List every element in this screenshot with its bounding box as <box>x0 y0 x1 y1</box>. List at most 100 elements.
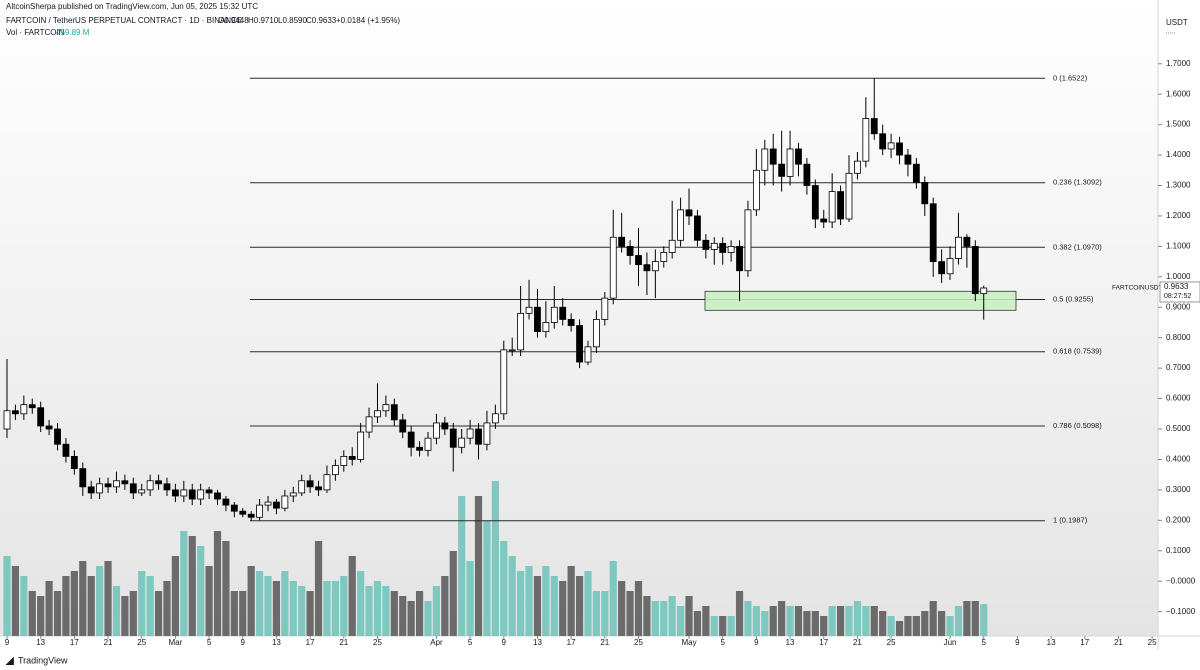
candle-body <box>744 209 752 272</box>
volume-bar <box>735 591 744 636</box>
candle-body <box>955 236 962 259</box>
candle-body <box>702 239 710 250</box>
volume-bar <box>298 586 306 636</box>
x-tick-label: 13 <box>786 638 795 647</box>
volume-bar <box>685 596 693 636</box>
candle-body <box>500 349 508 415</box>
candle-body <box>306 480 314 488</box>
volume-bar <box>474 496 483 636</box>
candle-body <box>542 322 550 333</box>
volume-bar <box>458 496 466 636</box>
candle-body <box>820 218 828 223</box>
candle-body <box>778 163 786 177</box>
x-tick-label: Mar <box>169 638 183 647</box>
candle-body <box>20 404 28 415</box>
volume-bar <box>180 531 188 636</box>
volume-name: Vol · FARTCOIN <box>6 28 65 37</box>
candle-body <box>113 480 120 488</box>
volume-bar <box>138 571 146 636</box>
candle-body <box>584 346 592 363</box>
candle-body <box>769 148 777 165</box>
y-tick-label: −0.0000 <box>1166 576 1196 585</box>
candle-body <box>239 510 247 515</box>
volume-bar <box>239 591 247 636</box>
candle-body <box>146 480 154 491</box>
candle-body <box>289 492 297 497</box>
candle-body <box>559 306 567 320</box>
candle-body <box>508 349 516 352</box>
y-tick-label: 1.4000 <box>1166 150 1191 159</box>
candle-body <box>929 203 937 262</box>
candle-body <box>12 410 19 415</box>
x-tick-label: 25 <box>887 638 896 647</box>
volume-bar <box>618 581 626 636</box>
volume-bar <box>836 606 845 636</box>
volume-bar <box>197 546 205 636</box>
candle-body <box>475 428 482 445</box>
candle-body <box>643 264 651 272</box>
candle-body <box>803 163 811 186</box>
volume-bar <box>769 606 777 636</box>
candle-body <box>433 422 440 439</box>
volume-bar <box>677 606 685 636</box>
candle-body <box>786 148 794 177</box>
volume-bar <box>230 591 238 636</box>
candle-body <box>811 185 819 220</box>
y-tick-label: 1.3000 <box>1166 181 1191 190</box>
volume-bar <box>803 611 811 636</box>
volume-bar <box>929 601 937 636</box>
volume-bar <box>331 581 339 636</box>
x-tick-label: 17 <box>1080 638 1089 647</box>
candle-body <box>694 215 701 241</box>
x-tick-label: 9 <box>1015 638 1020 647</box>
footer-logo-mark: ◢ <box>5 656 14 667</box>
volume-bar <box>567 566 575 636</box>
y-tick-label: 0.6000 <box>1166 394 1191 403</box>
candle-body <box>854 160 861 174</box>
y-tick-label: 0.9000 <box>1166 302 1191 311</box>
volume-bar <box>778 601 786 636</box>
candle-body <box>651 261 659 272</box>
volume-bar <box>601 591 609 636</box>
candle-body <box>79 468 87 488</box>
support-zone <box>704 290 1017 311</box>
volume-bar <box>895 621 904 636</box>
y-tick-label: 0.7000 <box>1166 363 1191 372</box>
countdown: 08:27:52 <box>1164 293 1191 300</box>
candle-body <box>54 428 61 445</box>
candle-body <box>710 242 718 250</box>
volume-bar <box>390 591 398 636</box>
candle-body <box>677 209 684 241</box>
x-tick-label: 17 <box>306 638 315 647</box>
last-price: 0.9633 <box>1164 282 1189 291</box>
candle-body <box>719 242 727 253</box>
candle-body <box>28 404 36 409</box>
candle-body <box>870 118 878 135</box>
y-tick-label: 1.5000 <box>1166 120 1191 129</box>
candle-body <box>45 425 53 430</box>
volume-bar <box>37 596 45 636</box>
candle-body <box>727 245 735 253</box>
volume-bar <box>79 561 87 636</box>
header: AltcoinSherpa published on TradingView.c… <box>6 2 1188 37</box>
x-tick-label: 9 <box>241 638 246 647</box>
volume-bar <box>592 591 600 636</box>
volume-bar <box>921 611 929 636</box>
ohlc-open: O0.9448 <box>218 16 249 25</box>
candle-body <box>887 142 895 150</box>
x-tick-label: Jun <box>944 638 957 647</box>
volume-bar <box>946 616 954 636</box>
volume-bar <box>62 576 70 636</box>
candle-body <box>62 443 70 457</box>
volume-bar <box>247 566 255 636</box>
candle-body <box>205 489 213 494</box>
candle-body <box>171 489 179 497</box>
y-tick-label: 1.7000 <box>1166 59 1191 68</box>
volume-bar <box>828 606 836 636</box>
volume-bar <box>96 566 104 636</box>
x-tick-label: 9 <box>502 638 507 647</box>
volume-bar <box>584 571 592 636</box>
candle-body <box>121 480 129 485</box>
y-tick-label: −0.1000 <box>1166 607 1196 616</box>
candle-body <box>315 486 322 491</box>
